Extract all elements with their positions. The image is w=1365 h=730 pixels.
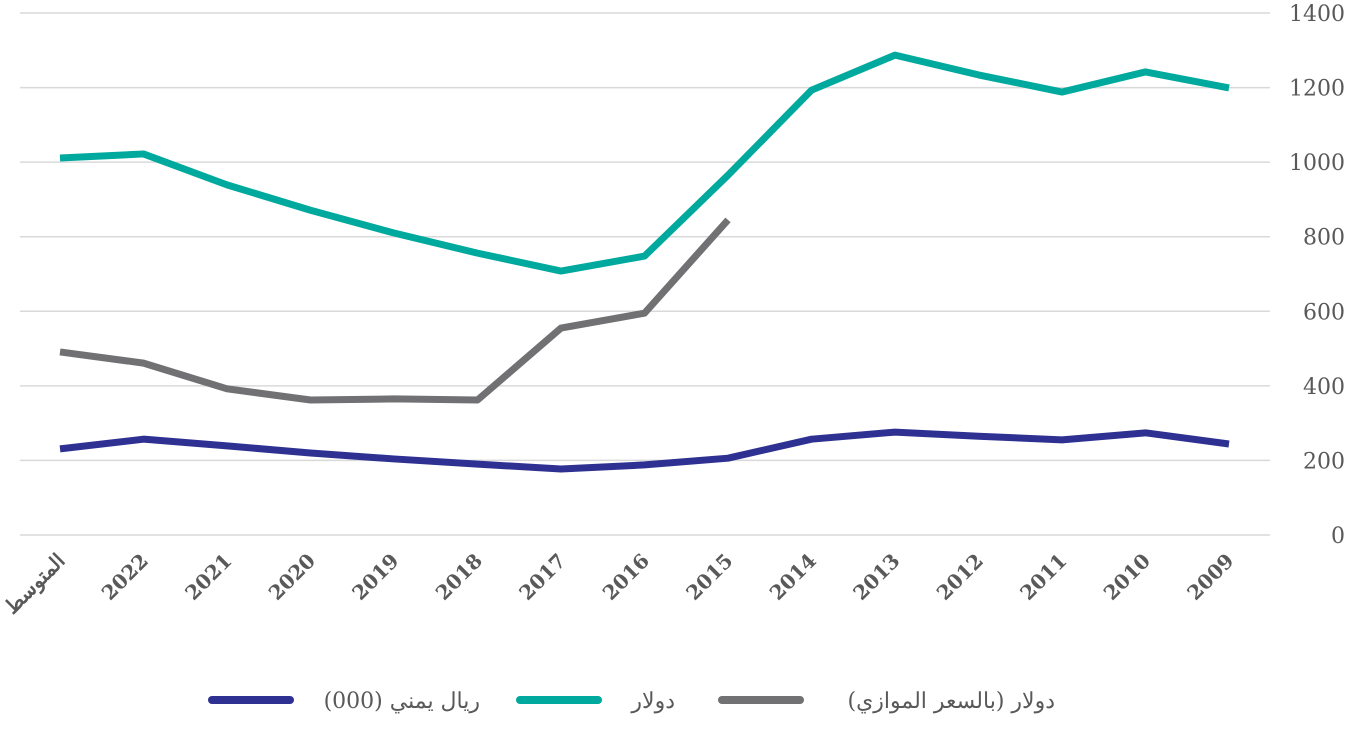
series-line: [59, 51, 1230, 275]
x-tick-label: 2019: [347, 549, 403, 605]
y-tick-label: 0: [1331, 524, 1345, 549]
y-tick-label: 1200: [1289, 77, 1345, 102]
x-tick-label: 2015: [681, 549, 737, 605]
series-line: [59, 428, 1230, 473]
y-tick-label: 200: [1303, 449, 1345, 474]
x-tick-label: 2010: [1099, 549, 1155, 605]
legend-label: دولار: [630, 689, 675, 714]
x-tick-label: 2009: [1182, 549, 1238, 605]
x-tick-label: 2022: [97, 549, 153, 605]
x-tick-label: المتوسط: [0, 549, 70, 620]
x-tick-label: 2013: [848, 549, 904, 605]
x-tick-label: 2021: [180, 549, 236, 605]
y-tick-label: 400: [1303, 375, 1345, 400]
y-tick-label: 1000: [1289, 151, 1345, 176]
y-tick-label: 800: [1303, 226, 1345, 251]
legend-label: ريال يمني (000): [324, 689, 480, 714]
legend-label: دولار (بالسعر الموازي): [847, 689, 1055, 714]
x-tick-label: 2011: [1015, 549, 1071, 605]
y-tick-label: 1400: [1289, 2, 1345, 27]
x-tick-label: 2017: [514, 549, 570, 605]
x-tick-label: 2018: [431, 549, 487, 605]
x-tick-label: 2020: [264, 549, 320, 605]
x-tick-label: 2012: [932, 549, 988, 605]
x-tick-label: 2014: [765, 549, 821, 605]
x-tick-label: 2016: [598, 549, 654, 605]
series-line: [59, 217, 731, 404]
y-tick-label: 600: [1303, 300, 1345, 325]
